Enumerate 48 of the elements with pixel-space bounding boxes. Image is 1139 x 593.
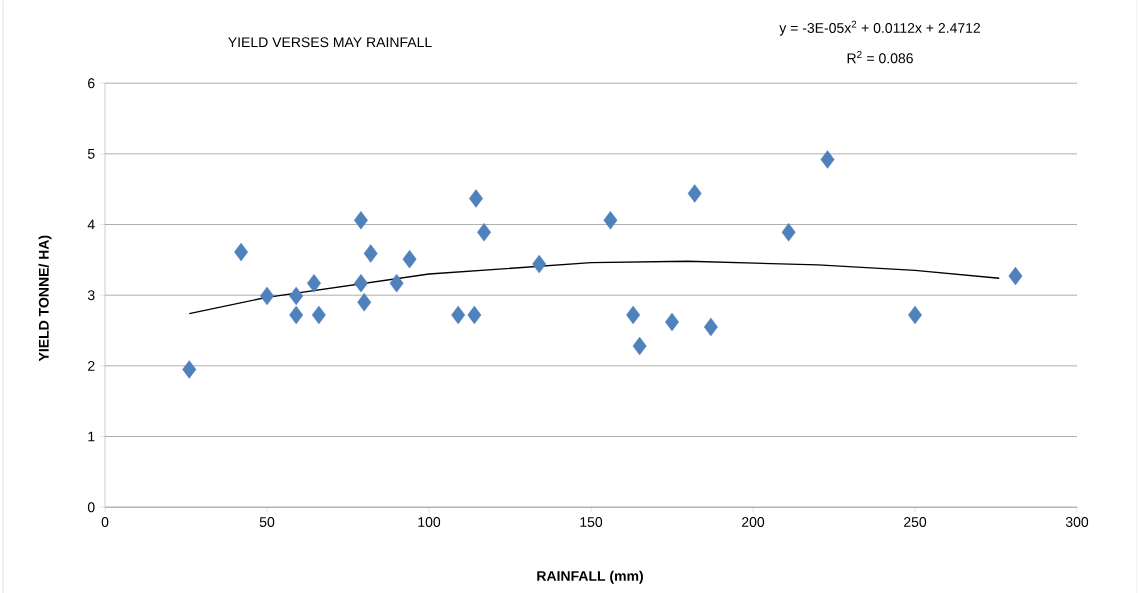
point	[687, 184, 702, 203]
point	[603, 210, 618, 230]
y-axis-title: YIELD TONNE/ HA)	[38, 235, 52, 362]
x-axis-title: RAINFALL (mm)	[537, 570, 643, 584]
point	[626, 305, 641, 324]
y-tick-label: 3	[87, 290, 95, 300]
point	[260, 286, 274, 305]
point	[908, 305, 922, 324]
point	[307, 273, 321, 293]
line-series	[188, 260, 1000, 315]
point	[354, 273, 368, 293]
x-tick-label: 100	[418, 516, 441, 527]
x-tick-label: 0	[101, 516, 109, 527]
y-tick-label: 5	[87, 148, 95, 159]
y-tick-label: 0	[87, 502, 95, 512]
y-tick-label: 6	[88, 78, 95, 88]
y-tick-label: 1	[88, 431, 95, 442]
point	[354, 210, 368, 230]
x-tick-label: 50	[259, 516, 275, 527]
x-tick-label: 300	[1065, 516, 1089, 527]
text: y = -3E-05x$^{2}$ + 0.0112x + 2.4712	[779, 20, 981, 36]
point	[357, 292, 372, 312]
text: R$^{2}$ = 0.086	[847, 50, 913, 64]
point	[703, 317, 718, 336]
x-tick-label: 250	[904, 516, 927, 527]
point	[1008, 266, 1023, 286]
point	[311, 305, 326, 324]
point	[632, 336, 647, 356]
point	[469, 188, 483, 208]
y-tick-label: 4	[87, 219, 95, 230]
point	[402, 249, 417, 269]
point	[665, 312, 679, 332]
y-tick-label: 2	[88, 360, 95, 371]
point	[451, 305, 466, 324]
point	[467, 305, 482, 324]
point	[363, 244, 378, 263]
point	[389, 273, 404, 293]
x-tick-label: 150	[580, 516, 603, 527]
point	[820, 150, 835, 169]
point	[289, 305, 304, 324]
point	[234, 242, 249, 262]
point	[532, 254, 547, 274]
chart-title: YIELD VERSES MAY RAINFALL	[228, 37, 432, 47]
point	[781, 222, 796, 242]
point	[477, 222, 492, 242]
point	[289, 286, 304, 305]
point	[182, 360, 197, 379]
x-tick-label: 200	[742, 516, 765, 527]
